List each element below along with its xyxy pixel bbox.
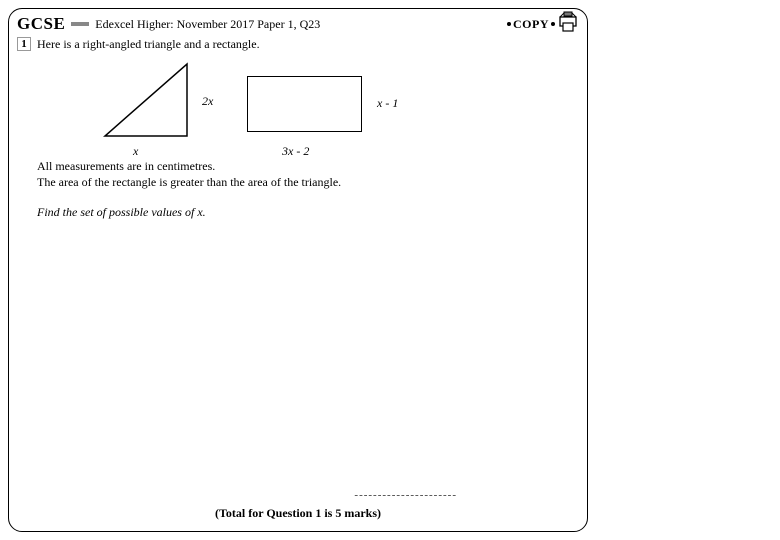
gcse-badge: GCSE: [17, 14, 65, 34]
question-card: GCSE Edexcel Higher: November 2017 Paper…: [8, 8, 588, 532]
paper-reference: Edexcel Higher: November 2017 Paper 1, Q…: [95, 17, 320, 32]
measurements-note: All measurements are in centimetres.: [37, 158, 579, 174]
rectangle-shape: [247, 76, 362, 132]
question-number: 1: [17, 37, 31, 51]
total-marks: (Total for Question 1 is 5 marks): [9, 506, 587, 521]
printer-icon: [557, 11, 579, 33]
question-prompt: Find the set of possible values of x.: [37, 204, 579, 220]
shapes-diagram: 2x x x - 1 3x - 2: [37, 58, 579, 158]
area-condition: The area of the rectangle is greater tha…: [37, 174, 579, 190]
answer-blank: ----------------------: [354, 489, 457, 501]
copy-button[interactable]: COPY: [507, 13, 579, 35]
copy-label: COPY: [513, 17, 549, 32]
question-intro: Here is a right-angled triangle and a re…: [37, 37, 579, 52]
label-triangle-hyp: 2x: [202, 94, 213, 109]
label-rect-height: x - 1: [377, 96, 398, 111]
dot-icon: [507, 22, 511, 26]
question-body: Here is a right-angled triangle and a re…: [37, 37, 579, 221]
label-rect-width: 3x - 2: [282, 144, 309, 159]
card-header: GCSE Edexcel Higher: November 2017 Paper…: [9, 9, 587, 37]
triangle-shape: [87, 60, 197, 140]
dot-icon: [551, 22, 555, 26]
divider-dash: [71, 22, 89, 26]
question-row: 1 Here is a right-angled triangle and a …: [9, 37, 587, 221]
label-triangle-base: x: [133, 144, 138, 159]
